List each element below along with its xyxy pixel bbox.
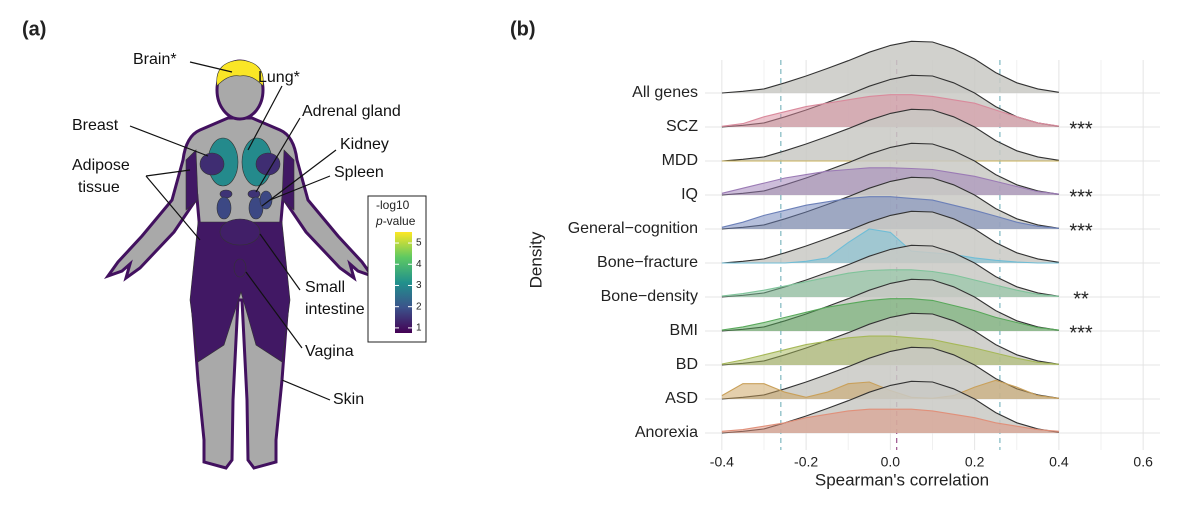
x-tick-label: 0.2 [965,454,985,470]
colorbar-tick-label: 5 [416,238,422,249]
y-tick-label: SCZ [666,118,698,135]
leader-line [245,271,303,349]
leader-line [189,61,233,73]
organ-label: Spleen [334,164,384,181]
x-tick-label: 0.0 [881,454,901,470]
density-curve [721,298,1059,331]
colorbar-tick-label: 3 [416,280,422,291]
density-area-fill [721,380,1059,399]
organ-label: Small [305,279,345,296]
colorbar-tick-label: 1 [416,323,422,334]
significance-label: *** [1069,322,1093,344]
colorbar-title: p-value [375,214,416,228]
significance-label: *** [1069,220,1093,242]
density-curve [721,40,1059,94]
x-tick-label: 0.4 [1049,454,1069,470]
density-area-fill [721,41,1059,93]
density-curve [721,167,1059,195]
organ-label: Brain* [133,51,177,68]
y-tick-label: BMI [670,322,698,339]
leader-line [281,379,331,401]
density-curve [721,210,1059,264]
small-intestine [219,218,261,246]
x-tick-label: -0.4 [710,454,734,470]
leader-line [145,169,201,241]
colorbar-scale [395,232,412,333]
leader-line [247,85,283,151]
y-tick-label: IQ [681,186,698,203]
density-area-fill [721,298,1059,331]
x-tick-label: 0.6 [1133,454,1153,470]
colorbar-tick-label: 2 [416,301,422,312]
colorbar-title-suffix: -value [383,214,416,228]
density-curve [721,196,1059,229]
panel-label: (b) [510,18,536,40]
density-area-fill [721,336,1059,365]
kidney [216,196,232,220]
y-tick-label: Bone−fracture [597,254,698,271]
organ-label: tissue [78,179,120,196]
panel-label: (a) [22,18,46,40]
leader-line [269,175,331,201]
density-area-fill [721,229,1059,263]
y-axis-title: Density [526,231,545,288]
significance-label: ** [1073,288,1089,310]
y-tick-label: General−cognition [568,220,698,237]
adrenal [219,189,233,199]
density-area-fill [721,409,1059,433]
colorbar-tick-label: 4 [416,259,422,270]
organ-label: Kidney [340,136,389,153]
organ-label: Vagina [305,343,354,360]
leader-line [255,117,301,193]
adrenal [247,189,261,199]
y-tick-label: All genes [632,84,698,101]
x-axis-title: Spearman's correlation [815,470,989,489]
organ-labels: Brain* Lung* Adrenal gland Breast Kidney… [72,51,401,408]
density-curve [721,335,1059,365]
leader-line [261,149,337,207]
colorbar-title-italic: p [375,214,383,228]
y-tick-label: BD [676,356,698,373]
significance-label: *** [1069,118,1093,140]
organ-label: Adipose [72,157,130,174]
density-curve [721,228,1059,264]
significance-label: *** [1069,186,1093,208]
y-tick-label: MDD [662,152,698,169]
organ-label: intestine [305,301,365,318]
organ-label: Breast [72,117,119,134]
vagina [233,258,247,278]
organ-label: Adrenal gland [302,103,401,120]
density-area-fill [721,347,1059,399]
body-diagram [103,59,377,470]
brain [216,59,264,87]
leader-line [129,125,209,157]
density-area-fill [721,196,1059,229]
leader-line [259,233,301,291]
y-tick-label: Anorexia [635,424,698,441]
density-curve [721,269,1059,297]
organ-label: Lung* [258,69,300,86]
density-curve [721,408,1059,432]
y-tick-label: Bone−density [601,288,698,305]
adipose [189,221,291,363]
density-curve [721,94,1059,127]
leader-lines [129,61,337,401]
y-tick-label: ASD [665,390,698,407]
breast [199,152,225,176]
breast [255,152,281,176]
x-tick-label: -0.2 [794,454,818,470]
colorbar: -log10 p-value 1 2 3 4 5 [367,195,427,343]
ridgeline-plot: -0.4 -0.2 0.0 0.2 0.4 0.6 All genes SCZ *** MDD IQ… [568,40,1160,470]
density-area-fill [721,94,1059,127]
adipose [185,149,295,211]
density-area-fill [721,109,1059,161]
density-curve [721,108,1059,162]
organ-label: Skin [333,391,364,408]
colorbar-title: -log10 [376,198,410,212]
